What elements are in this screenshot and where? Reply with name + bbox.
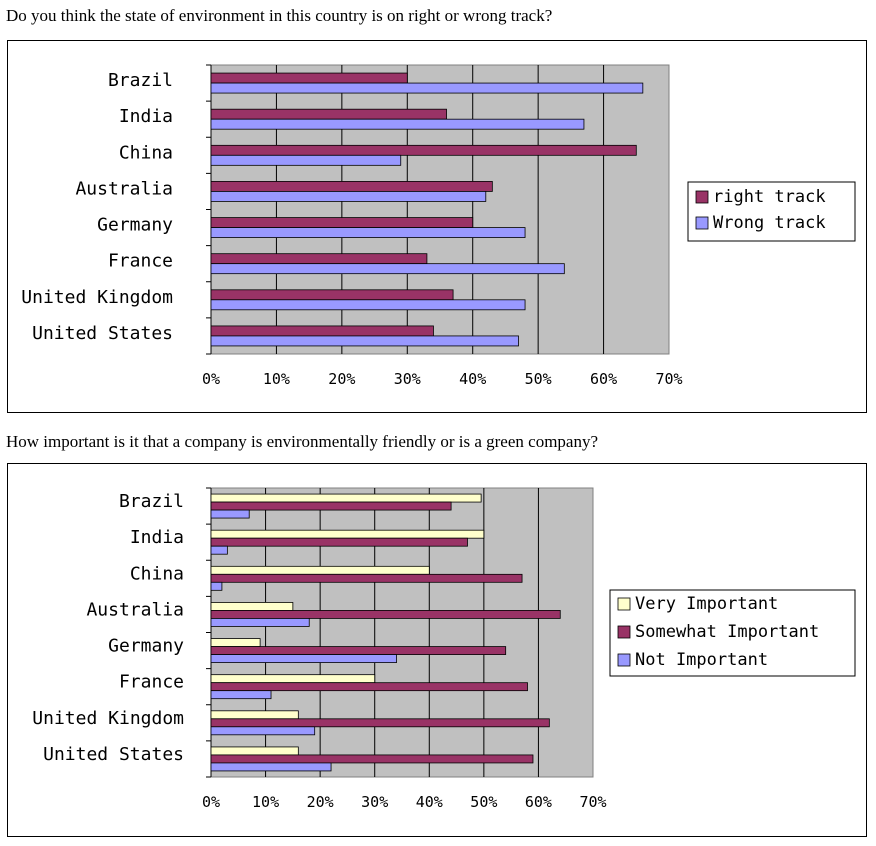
- category-label-france: France: [119, 672, 184, 693]
- bar-somewhat-important-brazil: [210, 501, 452, 511]
- bar-wrong-track-india: [210, 118, 585, 130]
- bar-somewhat-important-india: [210, 537, 468, 547]
- bar-very-important-france: [210, 674, 376, 684]
- bar-not-important-india: [210, 545, 228, 555]
- bar-very-important-china: [210, 565, 430, 575]
- legend-label-not-important: Not Important: [635, 650, 768, 670]
- chart-2: 0% 10% 20% 30% 40% 50% 60% 70% Brazil India China A…: [32, 487, 856, 811]
- x-tick-label: 20%: [307, 793, 334, 811]
- legend-swatch-very-important: [617, 597, 631, 611]
- x-tick-label: 50%: [525, 370, 552, 388]
- x-tick-label: 10%: [252, 793, 279, 811]
- category-label-brazil: Brazil: [108, 70, 173, 91]
- legend-box: [609, 589, 856, 677]
- question-1: Do you think the state of environment in…: [6, 6, 553, 25]
- bar-somewhat-important-australia: [210, 610, 561, 619]
- category-label-united-kingdom: United Kingdom: [21, 287, 173, 308]
- bar-not-important-china: [210, 581, 223, 591]
- bar-wrong-track-france: [210, 263, 565, 275]
- x-tick-label: 70%: [579, 793, 606, 811]
- category-label-brazil: Brazil: [119, 491, 184, 512]
- bar-right-track-brazil: [210, 72, 408, 84]
- bar-wrong-track-germany: [210, 227, 526, 238]
- bar-somewhat-important-france: [210, 682, 528, 692]
- category-label-germany: Germany: [108, 636, 184, 657]
- legend-swatch-right-track: [695, 190, 709, 204]
- bar-not-important-australia: [210, 618, 310, 627]
- bar-very-important-brazil: [210, 493, 482, 503]
- bar-not-important-france: [210, 690, 272, 700]
- x-tick-label: 70%: [655, 370, 682, 388]
- bar-not-important-germany: [210, 654, 397, 663]
- bar-very-important-australia: [210, 602, 294, 611]
- x-tick-label: 30%: [394, 370, 421, 388]
- category-label-united-states: United States: [32, 323, 173, 344]
- category-label-australia: Australia: [86, 599, 184, 620]
- chart-frame-1: 0% 10% 20% 30% 40% 50% 60% 70% Brazil India China A…: [7, 40, 867, 413]
- x-tick-label: 40%: [416, 793, 443, 811]
- bar-wrong-track-united-states: [210, 335, 519, 347]
- bar-right-track-china: [210, 144, 637, 156]
- bar-right-track-united-kingdom: [210, 289, 454, 301]
- bar-wrong-track-australia: [210, 191, 487, 202]
- legend-swatch-not-important: [617, 653, 631, 667]
- category-label-australia: Australia: [75, 178, 173, 199]
- x-tick-label: 20%: [328, 370, 355, 388]
- category-label-united-kingdom: United Kingdom: [32, 708, 184, 729]
- legend-box: [687, 181, 856, 242]
- bar-not-important-brazil: [210, 509, 250, 519]
- chart-1: 0% 10% 20% 30% 40% 50% 60% 70% Brazil India China A…: [21, 64, 856, 388]
- x-tick-label: 60%: [590, 370, 617, 388]
- bar-right-track-australia: [210, 181, 493, 192]
- bar-wrong-track-brazil: [210, 82, 644, 94]
- x-tick-label: 10%: [263, 370, 290, 388]
- bar-not-important-united-kingdom: [210, 726, 316, 736]
- bar-right-track-united-states: [210, 325, 434, 337]
- category-label-india: India: [119, 106, 173, 127]
- category-label-india: India: [130, 527, 184, 548]
- legend-swatch-wrong-track: [695, 216, 709, 230]
- category-label-china: China: [119, 142, 173, 163]
- category-label-united-states: United States: [43, 744, 184, 765]
- bar-very-important-united-kingdom: [210, 710, 299, 720]
- legend-label-somewhat-important: Somewhat Important: [635, 622, 819, 642]
- bar-very-important-germany: [210, 638, 261, 647]
- plot-area: [210, 64, 670, 355]
- bar-somewhat-important-china: [210, 573, 523, 583]
- legend-swatch-somewhat-important: [617, 625, 631, 639]
- x-tick-label: 50%: [470, 793, 497, 811]
- bar-right-track-france: [210, 253, 428, 265]
- bar-right-track-germany: [210, 217, 474, 228]
- bar-somewhat-important-united-kingdom: [210, 718, 550, 728]
- bar-somewhat-important-germany: [210, 646, 507, 655]
- bar-somewhat-important-united-states: [210, 754, 534, 764]
- bar-wrong-track-china: [210, 154, 402, 166]
- bar-very-important-india: [210, 529, 485, 539]
- bar-right-track-india: [210, 108, 447, 120]
- x-tick-label: 60%: [525, 793, 552, 811]
- x-tick-label: 0%: [202, 370, 220, 388]
- category-label-france: France: [108, 251, 173, 272]
- question-2: How important is it that a company is en…: [6, 432, 599, 451]
- legend-label-wrong-track: Wrong track: [713, 213, 826, 233]
- bar-not-important-united-states: [210, 762, 332, 772]
- category-label-china: China: [130, 563, 184, 584]
- bar-wrong-track-united-kingdom: [210, 299, 526, 311]
- chart-frame-2: 0% 10% 20% 30% 40% 50% 60% 70% Brazil India China A…: [7, 463, 867, 837]
- legend-label-very-important: Very Important: [635, 594, 778, 614]
- legend-label-right-track: right track: [713, 187, 826, 207]
- x-tick-label: 40%: [459, 370, 486, 388]
- category-label-germany: Germany: [97, 215, 173, 236]
- bar-very-important-united-states: [210, 746, 299, 756]
- x-tick-label: 0%: [202, 793, 220, 811]
- x-tick-label: 30%: [361, 793, 388, 811]
